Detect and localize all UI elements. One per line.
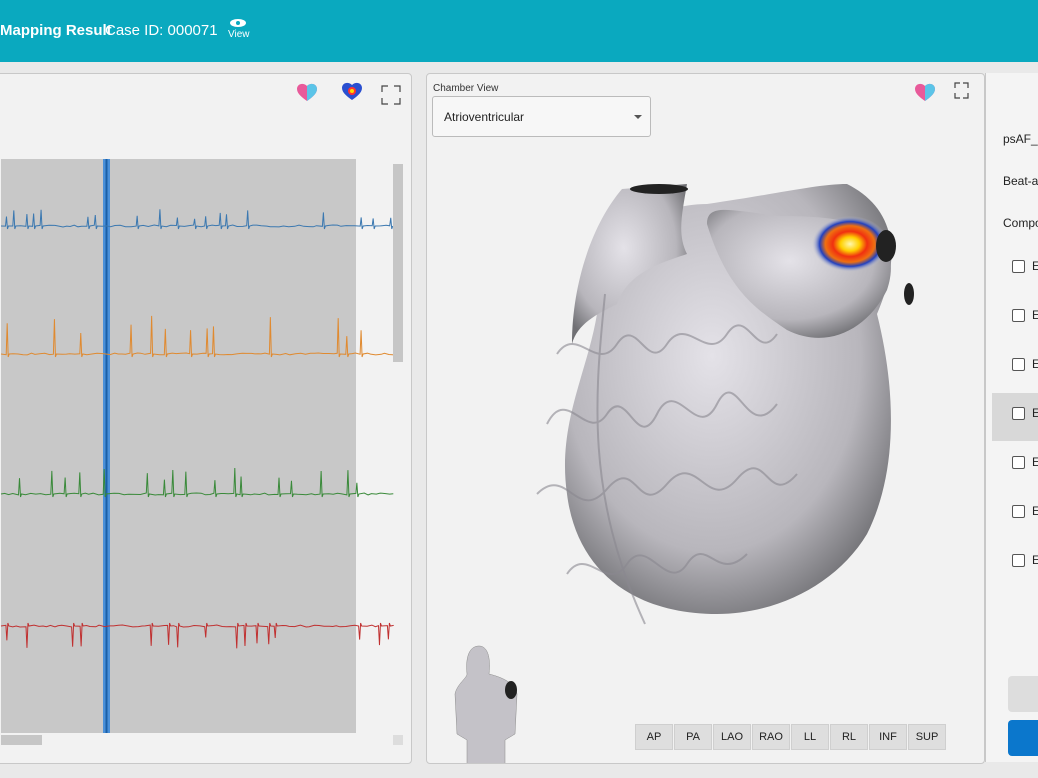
panel-label: Compo (1003, 216, 1038, 230)
view-button[interactable]: RL (830, 724, 868, 750)
primary-button[interactable] (1008, 720, 1038, 756)
item-label: E (1032, 406, 1038, 420)
signal-view (0, 82, 403, 745)
eye-icon[interactable] (229, 18, 247, 28)
ecg-trace (0, 315, 395, 358)
right-panel (985, 73, 1038, 762)
case-id: Case ID: 000071 (105, 22, 218, 39)
panel-label: psAF_1 (1003, 132, 1038, 146)
panel-label: Beat-av (1003, 174, 1038, 188)
ecg-trace (0, 622, 394, 649)
heart-view (454, 82, 969, 763)
checkbox[interactable] (1012, 505, 1025, 518)
item-label: E (1032, 308, 1038, 322)
checkbox[interactable] (1012, 554, 1025, 567)
chamber-panel: Chamber View Atrioventricular AP PA LAO RAO… (426, 73, 985, 764)
checkbox[interactable] (1012, 358, 1025, 371)
ecg-trace (0, 467, 394, 498)
chamber-selected: Atrioventricular (444, 110, 525, 124)
item-label: E (1032, 259, 1038, 273)
checkbox[interactable] (1012, 260, 1025, 273)
view-button[interactable]: PA (674, 724, 712, 750)
view-button[interactable]: LAO (713, 724, 751, 750)
view-button[interactable]: AP (635, 724, 673, 750)
view-button[interactable]: INF (869, 724, 907, 750)
view-link[interactable]: View (228, 29, 250, 40)
signal-panel (0, 73, 412, 764)
view-button[interactable]: RAO (752, 724, 790, 750)
chamber-label: Chamber View (433, 83, 499, 94)
ecg-trace (0, 209, 394, 230)
checkbox[interactable] (1012, 456, 1025, 469)
dropdown-arrow (634, 115, 642, 119)
view-button[interactable]: LL (791, 724, 829, 750)
item-label: E (1032, 553, 1038, 567)
item-label: E (1032, 357, 1038, 371)
secondary-button[interactable] (1008, 676, 1038, 712)
checkbox[interactable] (1012, 407, 1025, 420)
item-label: E (1032, 455, 1038, 469)
chamber-select[interactable]: Atrioventricular (432, 96, 651, 137)
view-buttons: AP PA LAO RAO LL RL INF SUP (635, 724, 955, 750)
header: Mapping Result Case ID: 000071 View (0, 0, 1038, 62)
checkbox[interactable] (1012, 309, 1025, 322)
view-button[interactable]: SUP (908, 724, 946, 750)
item-label: E (1032, 504, 1038, 518)
title: Mapping Result (0, 22, 112, 39)
